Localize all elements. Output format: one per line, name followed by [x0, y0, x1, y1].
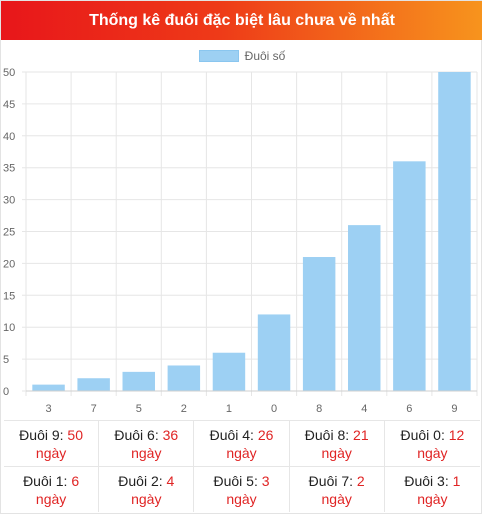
- x-tick-label: 7: [91, 403, 97, 415]
- stat-line: Đuôi 2: 4: [118, 472, 174, 490]
- x-tick-label: 6: [406, 403, 412, 415]
- stat-line: Đuôi 7: 2: [309, 472, 365, 490]
- stat-line: Đuôi 4: 26: [210, 426, 274, 444]
- stat-value: 26: [257, 426, 274, 443]
- stat-unit: ngày: [417, 490, 448, 507]
- stat-unit: ngày: [321, 444, 352, 461]
- bar: [302, 257, 336, 391]
- bar: [167, 365, 201, 391]
- stat-label: Đuôi 8:: [304, 426, 354, 443]
- stat-cell: Đuôi 1: 6 ngày: [4, 466, 100, 512]
- stat-line: Đuôi 1: 6: [23, 472, 79, 490]
- x-tick-label: 5: [136, 403, 142, 415]
- stat-cell: Đuôi 7: 2 ngày: [289, 466, 385, 512]
- stat-value: 3: [261, 472, 270, 489]
- stat-line: Đuôi 0: 12: [400, 426, 464, 444]
- y-tick-label: 5: [3, 354, 9, 366]
- bar: [257, 314, 291, 391]
- y-tick-label: 30: [3, 195, 15, 207]
- stat-value: 36: [162, 426, 179, 443]
- x-tick-label: 1: [226, 403, 232, 415]
- stat-cell: Đuôi 9: 50 ngày: [4, 420, 100, 466]
- stat-cell: Đuôi 4: 26 ngày: [194, 420, 290, 466]
- stat-unit: ngày: [226, 490, 257, 507]
- y-tick-label: 0: [3, 386, 9, 398]
- legend-label: Đuôi số: [244, 49, 286, 63]
- stat-cell: Đuôi 3: 1 ngày: [384, 466, 480, 512]
- stat-unit: ngày: [226, 444, 257, 461]
- y-tick-label: 15: [3, 290, 15, 302]
- y-tick-label: 40: [3, 131, 15, 143]
- stat-line: Đuôi 8: 21: [305, 426, 369, 444]
- stat-value: 21: [353, 426, 369, 443]
- bar: [122, 371, 155, 391]
- stat-unit: ngày: [131, 444, 162, 461]
- x-tick-label: 8: [316, 403, 322, 415]
- x-tick-label: 4: [361, 403, 367, 415]
- stat-value: 50: [67, 426, 83, 443]
- stat-label: Đuôi 0:: [400, 426, 449, 443]
- stat-value: 4: [166, 472, 175, 489]
- stat-label: Đuôi 7:: [308, 472, 357, 489]
- stat-line: Đuôi 3: 1: [404, 472, 460, 490]
- bar: [348, 225, 381, 391]
- stat-unit: ngày: [321, 490, 352, 507]
- x-tick-label: 2: [181, 403, 187, 415]
- stat-unit: ngày: [417, 444, 448, 461]
- stat-cell: Đuôi 6: 36 ngày: [99, 420, 195, 466]
- y-tick-label: 10: [3, 322, 15, 334]
- stat-label: Đuôi 2:: [118, 472, 167, 489]
- stat-unit: ngày: [35, 444, 67, 461]
- stats-table: Đuôi 9: 50 ngày Đuôi 6: 36 ngày Đuôi 4: 26 ng…: [4, 420, 480, 512]
- bar: [212, 352, 246, 391]
- stat-label: Đuôi 1:: [23, 472, 72, 489]
- x-tick-label: 0: [271, 403, 277, 415]
- x-tick-label: 9: [451, 403, 457, 415]
- bar: [32, 384, 65, 391]
- stat-line: Đuôi 6: 36: [114, 426, 178, 444]
- bar: [393, 161, 426, 391]
- stat-unit: ngày: [35, 490, 67, 507]
- chart-title: Thống kê đuôi đặc biệt lâu chưa về nhất: [1, 1, 482, 40]
- stat-value: 1: [452, 472, 461, 489]
- y-tick-label: 50: [3, 67, 15, 79]
- stat-unit: ngày: [131, 490, 162, 507]
- stat-label: Đuôi 6:: [114, 426, 163, 443]
- stat-label: Đuôi 9:: [19, 426, 68, 443]
- stat-cell: Đuôi 0: 12 ngày: [384, 420, 480, 466]
- legend-swatch: [198, 50, 239, 62]
- y-tick-label: 20: [3, 258, 15, 270]
- stat-line: Đuôi 9: 50: [19, 426, 83, 444]
- stat-line: Đuôi 5: 3: [213, 472, 269, 490]
- stat-cell: Đuôi 2: 4 ngày: [99, 466, 195, 512]
- y-tick-label: 35: [3, 163, 15, 175]
- stat-label: Đuôi 4:: [209, 426, 258, 443]
- stat-value: 2: [356, 472, 365, 489]
- y-tick-label: 25: [3, 227, 15, 239]
- stat-value: 12: [448, 426, 465, 443]
- stat-label: Đuôi 3:: [404, 472, 453, 489]
- y-tick-label: 45: [3, 99, 15, 111]
- bar: [77, 378, 110, 391]
- stat-label: Đuôi 5:: [213, 472, 262, 489]
- bar: [438, 72, 471, 391]
- stat-value: 6: [71, 472, 80, 489]
- x-tick-label: 3: [45, 403, 51, 415]
- stat-cell: Đuôi 5: 3 ngày: [194, 466, 290, 512]
- stat-cell: Đuôi 8: 21 ngày: [289, 420, 385, 466]
- chart-legend[interactable]: Đuôi số: [1, 47, 482, 65]
